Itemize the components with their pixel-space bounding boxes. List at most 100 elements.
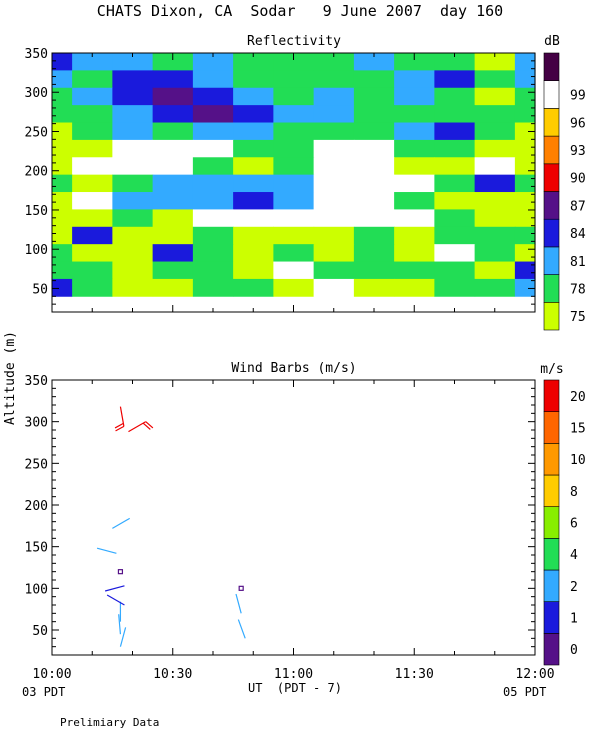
- reflectivity-cell: [514, 70, 536, 89]
- wind-barb-shaft: [96, 547, 117, 554]
- reflectivity-ytick-label: 250: [25, 125, 48, 140]
- reflectivity-cell: [313, 174, 355, 193]
- reflectivity-cell: [474, 244, 516, 263]
- wind-barb-calm: [117, 569, 124, 575]
- reflectivity-ytick-label: 200: [25, 165, 48, 180]
- reflectivity-cell: [233, 261, 274, 280]
- wind-colorbar-label: 8: [570, 485, 578, 500]
- x-tick-label: 10:30: [153, 667, 192, 682]
- reflectivity-cell: [394, 53, 435, 71]
- reflectivity-cell: [273, 157, 315, 176]
- x-tick-label: 12:00: [515, 667, 554, 682]
- reflectivity-cell: [152, 244, 194, 263]
- wind-colorbar-label: 0: [570, 643, 578, 658]
- reflectivity-cell: [514, 244, 536, 263]
- reflectivity-cell: [52, 244, 73, 263]
- reflectivity-cell: [233, 53, 274, 71]
- reflectivity-colorbar-segment: [543, 246, 560, 275]
- reflectivity-cell: [394, 70, 435, 89]
- reflectivity-cell: [152, 139, 194, 158]
- reflectivity-cell: [394, 226, 435, 245]
- reflectivity-cell: [192, 244, 234, 263]
- reflectivity-cell: [273, 53, 315, 71]
- reflectivity-cell: [434, 209, 476, 228]
- reflectivity-cell: [313, 192, 355, 211]
- reflectivity-cell: [72, 70, 113, 89]
- reflectivity-cell: [313, 53, 355, 71]
- reflectivity-cell: [434, 278, 476, 297]
- reflectivity-cell: [152, 226, 194, 245]
- reflectivity-cell: [434, 105, 476, 124]
- reflectivity-cell: [152, 192, 194, 211]
- reflectivity-cell: [112, 157, 154, 176]
- reflectivity-cell: [313, 157, 355, 176]
- reflectivity-cell: [394, 261, 435, 280]
- reflectivity-cell: [72, 244, 113, 263]
- reflectivity-cell: [152, 87, 194, 106]
- wind-colorbar-segment: [543, 474, 560, 507]
- reflectivity-cell: [273, 209, 315, 228]
- reflectivity-cell: [52, 278, 73, 297]
- reflectivity-cell: [353, 70, 395, 89]
- reflectivity-cell: [394, 157, 435, 176]
- reflectivity-cell: [514, 87, 536, 106]
- x-tick-label: 10:00: [32, 667, 71, 682]
- wind-ytick-label: 250: [25, 457, 48, 472]
- reflectivity-cell: [313, 278, 355, 297]
- reflectivity-cell: [152, 122, 194, 141]
- wind-colorbar-label: 20: [570, 390, 586, 405]
- reflectivity-cell: [434, 53, 476, 71]
- reflectivity-cell: [72, 278, 113, 297]
- reflectivity-cell: [353, 226, 395, 245]
- reflectivity-cell: [192, 209, 234, 228]
- reflectivity-cell: [474, 87, 516, 106]
- reflectivity-cell: [152, 209, 194, 228]
- reflectivity-cell: [52, 192, 73, 211]
- wind-barb-shaft: [112, 517, 130, 529]
- reflectivity-cell: [394, 139, 435, 158]
- reflectivity-cell: [313, 87, 355, 106]
- reflectivity-cell: [192, 157, 234, 176]
- reflectivity-cell: [394, 244, 435, 263]
- wind-colorbar-label: 10: [570, 453, 586, 468]
- wind-colorbar-label: 1: [570, 612, 578, 627]
- reflectivity-cell: [112, 70, 154, 89]
- reflectivity-cell: [313, 70, 355, 89]
- reflectivity-cell: [112, 53, 154, 71]
- wind-barb-title: Wind Barbs (m/s): [231, 361, 356, 376]
- reflectivity-cell: [72, 53, 113, 71]
- reflectivity-cell: [233, 209, 274, 228]
- reflectivity-cell: [152, 70, 194, 89]
- reflectivity-cell: [192, 139, 234, 158]
- wind-colorbar-label: 2: [570, 580, 578, 595]
- reflectivity-cell: [514, 53, 536, 71]
- left-date-label: 03 PDT: [22, 685, 65, 699]
- reflectivity-cell: [273, 192, 315, 211]
- x-tick-labels: 10:00 10:30 11:00 11:30 12:00: [32, 667, 554, 682]
- x-tick-label: 11:30: [395, 667, 434, 682]
- reflectivity-cell: [152, 174, 194, 193]
- reflectivity-ytick-label: 300: [25, 86, 48, 101]
- reflectivity-cell: [434, 226, 476, 245]
- reflectivity-cell: [52, 157, 73, 176]
- reflectivity-colorbar-label: 93: [570, 144, 586, 159]
- reflectivity-cell: [273, 87, 315, 106]
- reflectivity-cell: [353, 87, 395, 106]
- reflectivity-cell: [233, 105, 274, 124]
- reflectivity-cell: [52, 174, 73, 193]
- y-axis-label: Altitude (m): [3, 331, 18, 425]
- reflectivity-cell: [233, 244, 274, 263]
- reflectivity-cell: [192, 192, 234, 211]
- reflectivity-cell: [313, 209, 355, 228]
- wind-barbs: [96, 406, 246, 647]
- x-tick-label: 11:00: [274, 667, 313, 682]
- reflectivity-cell: [52, 53, 73, 71]
- reflectivity-cell: [474, 122, 516, 141]
- reflectivity-cell: [233, 174, 274, 193]
- wind-barb-frame: [51, 379, 536, 656]
- reflectivity-cell: [434, 244, 476, 263]
- reflectivity-cell: [434, 87, 476, 106]
- reflectivity-colorbar-label: 96: [570, 116, 586, 131]
- wind-barb-shaft: [237, 619, 246, 639]
